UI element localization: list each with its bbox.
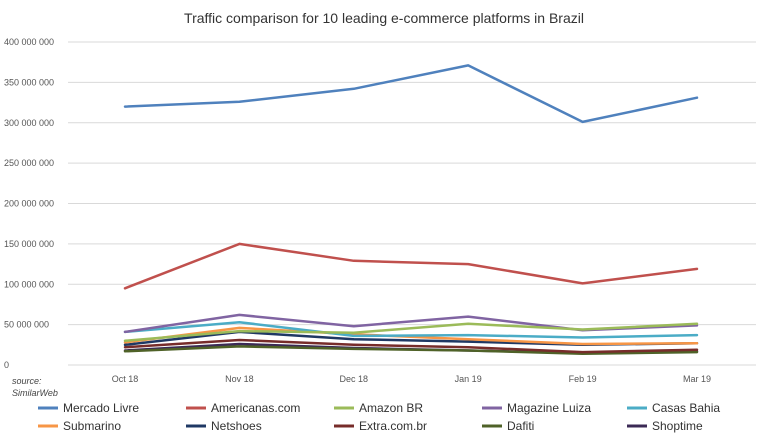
legend-item: Dafiti bbox=[482, 419, 534, 433]
legend-item: Mercado Livre bbox=[38, 401, 139, 415]
legend-item: Casas Bahia bbox=[627, 401, 720, 415]
legend-label: Casas Bahia bbox=[652, 401, 720, 415]
legend-item: Magazine Luiza bbox=[482, 401, 591, 415]
series-line-mercado-livre bbox=[123, 64, 699, 124]
x-tick-label: Mar 19 bbox=[683, 374, 711, 384]
legend-label: Amazon BR bbox=[359, 401, 423, 415]
legend-item: Netshoes bbox=[186, 419, 262, 433]
legend-item: Amazon BR bbox=[334, 401, 423, 415]
legend-label: Magazine Luiza bbox=[507, 401, 591, 415]
gridlines bbox=[68, 41, 756, 366]
legend-label: Submarino bbox=[63, 419, 121, 433]
series-line-dafiti bbox=[123, 345, 699, 355]
x-tick-label: Dec 18 bbox=[340, 374, 369, 384]
legend-label: Shoptime bbox=[652, 419, 703, 433]
y-tick-label: 200 000 000 bbox=[4, 199, 54, 209]
x-tick-label: Oct 18 bbox=[112, 374, 139, 384]
y-tick-label: 0 bbox=[4, 360, 9, 370]
y-tick-label: 250 000 000 bbox=[4, 158, 54, 168]
legend-label: Dafiti bbox=[507, 419, 534, 433]
series-line-casas-bahia bbox=[123, 320, 699, 339]
legend: Mercado Livre Americanas.com Amazon BR Maga… bbox=[38, 401, 720, 433]
plot-area bbox=[123, 64, 699, 355]
y-tick-label: 150 000 000 bbox=[4, 239, 54, 249]
source-label: source: bbox=[12, 376, 42, 386]
y-tick-label: 100 000 000 bbox=[4, 279, 54, 289]
legend-label: Americanas.com bbox=[211, 401, 300, 415]
y-tick-label: 300 000 000 bbox=[4, 118, 54, 128]
legend-item: Submarino bbox=[38, 419, 121, 433]
y-tick-label: 50 000 000 bbox=[4, 320, 49, 330]
y-tick-label: 350 000 000 bbox=[4, 77, 54, 87]
legend-item: Americanas.com bbox=[186, 401, 300, 415]
x-axis-ticks: Oct 18 Nov 18 Dec 18 Jan 19 Feb 19 Mar 19 bbox=[112, 374, 711, 384]
legend-label: Mercado Livre bbox=[63, 401, 139, 415]
legend-label: Netshoes bbox=[211, 419, 262, 433]
x-tick-label: Feb 19 bbox=[569, 374, 597, 384]
y-axis-ticks: 0 50 000 000 100 000 000 150 000 000 200 000… bbox=[4, 37, 54, 370]
x-tick-label: Jan 19 bbox=[455, 374, 482, 384]
series-line-americanas-com bbox=[123, 242, 699, 290]
x-tick-label: Nov 18 bbox=[225, 374, 254, 384]
series-line-amazon-br bbox=[123, 322, 699, 343]
legend-item: Extra.com.br bbox=[334, 419, 427, 433]
legend-item: Shoptime bbox=[627, 419, 703, 433]
legend-label: Extra.com.br bbox=[359, 419, 427, 433]
chart-title: Traffic comparison for 10 leading e-comm… bbox=[184, 10, 584, 26]
y-tick-label: 400 000 000 bbox=[4, 37, 54, 47]
series-line-extra-com-br bbox=[123, 338, 699, 354]
source-name: SimilarWeb bbox=[12, 388, 58, 398]
